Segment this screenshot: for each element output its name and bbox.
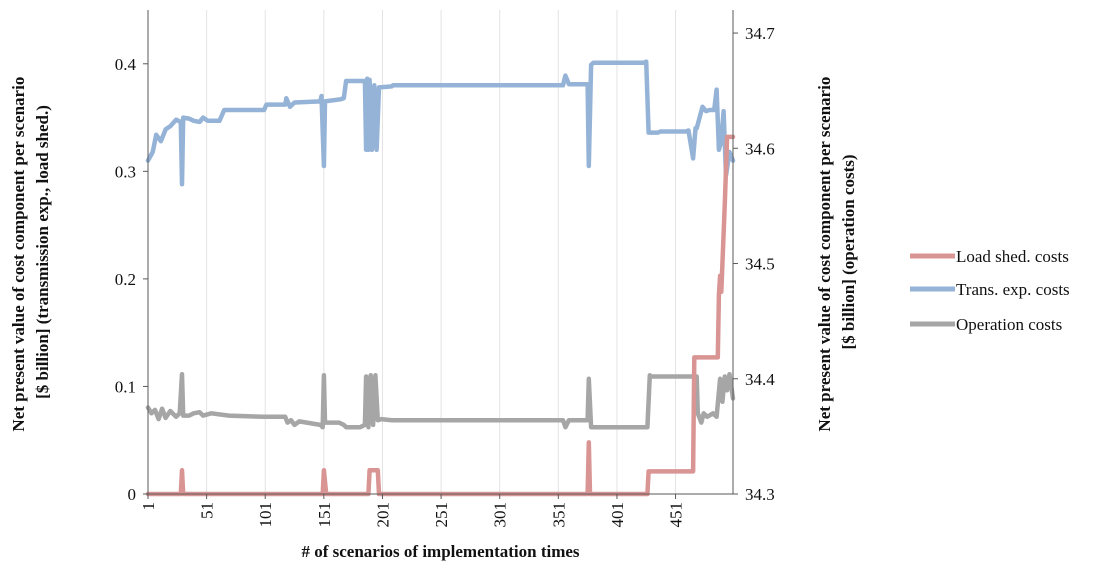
left-axis-title: Net present value of cost component per …	[9, 72, 52, 431]
grid-layer	[206, 10, 677, 494]
right-tick-label: 34.6	[745, 139, 775, 158]
x-tick-label: 251	[432, 502, 451, 528]
right-tick-label: 34.7	[745, 24, 775, 43]
left-tick-label: 0.4	[115, 55, 137, 74]
right-tick-label: 34.4	[745, 370, 775, 389]
right-tick-label: 34.5	[745, 255, 775, 274]
legend: Load shed. costs Trans. exp. costs Opera…	[910, 247, 1070, 334]
x-tick-label: 301	[491, 502, 510, 528]
left-axis-title-line-1: Net present value of cost component per …	[9, 77, 28, 432]
x-tick-label: 451	[667, 502, 686, 528]
series-line-trans-exp	[145, 59, 736, 187]
legend-label-load-shed: Load shed. costs	[956, 247, 1069, 266]
left-tick-label: 0.2	[115, 270, 136, 289]
x-tick-label: 151	[315, 502, 334, 528]
legend-item-operation: Operation costs	[910, 315, 1062, 334]
right-axis-title: Net present value of cost component per …	[815, 72, 858, 431]
series-line-operation	[145, 371, 736, 430]
left-tick-label: 0	[128, 485, 137, 504]
series-line-load-shed	[145, 134, 736, 497]
x-tick-label: 51	[198, 502, 217, 519]
left-axis-title-line-2: [$ billion] (transmission exp., load she…	[33, 105, 52, 399]
ticks-layer: 1 51 101 151 201 251 301 351 401 45100.10.20.30.4…	[115, 24, 776, 527]
right-axis-title-line-1: Net present value of cost component per …	[815, 77, 834, 432]
x-tick-label: 401	[608, 502, 627, 528]
legend-item-trans-exp: Trans. exp. costs	[910, 280, 1070, 299]
x-axis-title: # of scenarios of implementation times	[301, 542, 579, 561]
x-tick-label: 201	[373, 502, 392, 528]
right-axis-title-line-2: [$ billion] (operation costs)	[839, 154, 858, 349]
x-tick-label: 351	[549, 502, 568, 528]
right-tick-label: 34.3	[745, 485, 775, 504]
series-layer	[145, 59, 736, 497]
left-tick-label: 0.1	[115, 377, 136, 396]
legend-label-operation: Operation costs	[956, 315, 1062, 334]
x-tick-label: 101	[256, 502, 275, 528]
legend-label-trans-exp: Trans. exp. costs	[956, 280, 1070, 299]
left-tick-label: 0.3	[115, 162, 136, 181]
x-tick-label: 1	[139, 502, 158, 511]
legend-item-load-shed: Load shed. costs	[910, 247, 1069, 266]
axes-layer	[147, 10, 734, 495]
